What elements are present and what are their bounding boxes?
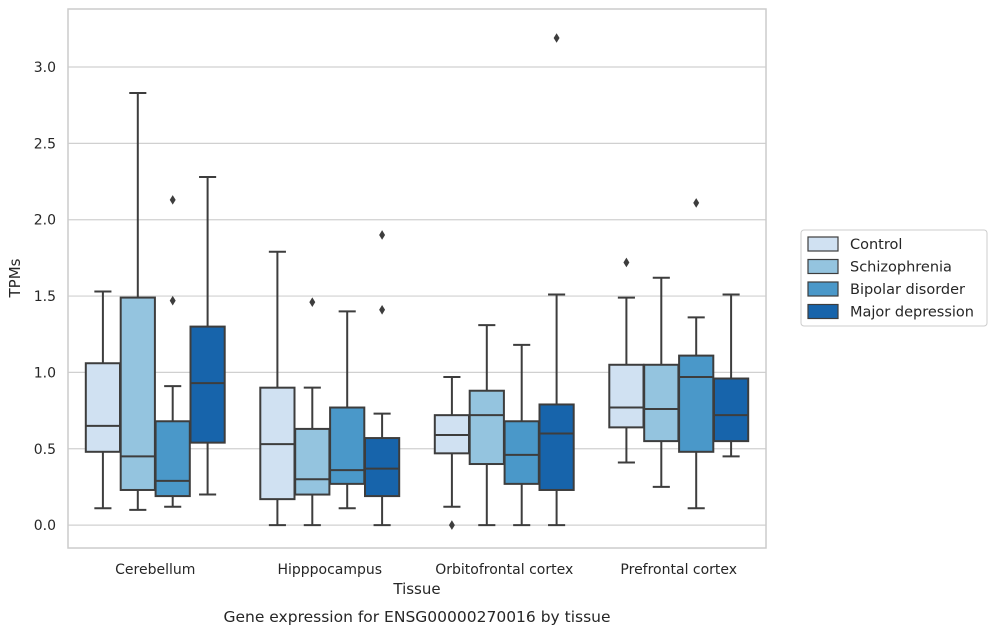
- x-tick-labels: Cerebellum Hipppocampus Orbitofrontal cort…: [115, 562, 737, 578]
- iqr-box: [119, 296, 156, 491]
- y-tick-label: 2.0: [34, 213, 56, 229]
- legend-swatch: [807, 303, 839, 320]
- legend-item: Bipolar disorder: [807, 281, 965, 298]
- y-tick-label: 0.0: [34, 518, 56, 534]
- iqr-box: [294, 427, 331, 496]
- y-tick-labels: 0.0 0.5 1.0 1.5 2.0 2.5 3.0: [34, 60, 56, 534]
- box-bipolar-disorder: [329, 310, 366, 510]
- box-schizophrenia: [119, 91, 156, 511]
- iqr-box: [189, 325, 226, 444]
- outlier-point: [448, 520, 455, 530]
- box-control: [84, 290, 122, 510]
- legend-label: Major depression: [850, 305, 974, 321]
- iqr-box: [154, 420, 191, 498]
- outlier-point: [553, 33, 560, 43]
- outlier-point: [379, 305, 386, 315]
- box-major-depression: [189, 175, 226, 496]
- outlier-point: [169, 295, 176, 306]
- iqr-box: [329, 406, 366, 485]
- plot-frame: [67, 8, 767, 549]
- y-tick-label: 1.0: [34, 365, 56, 381]
- x-axis-label: Tissue: [392, 580, 440, 598]
- x-tick-label: Hipppocampus: [277, 562, 382, 578]
- box-bipolar-disorder: [678, 198, 715, 510]
- box-schizophrenia: [468, 324, 505, 527]
- box-schizophrenia: [643, 276, 680, 488]
- legend-item: Major depression: [807, 303, 974, 321]
- y-tick-label: 1.5: [34, 289, 56, 305]
- x-tick-label: Orbitofrontal cortex: [435, 562, 573, 578]
- box-bipolar-disorder: [503, 343, 540, 527]
- outlier-point: [623, 257, 630, 268]
- legend-swatch: [807, 258, 839, 275]
- y-axis-label: TPMs: [6, 258, 24, 298]
- iqr-box: [468, 389, 505, 466]
- box-major-depression: [712, 293, 750, 458]
- iqr-box: [503, 420, 540, 485]
- outlier-point: [693, 198, 700, 208]
- legend: Control Schizophrenia Bipolar disorder Majo…: [800, 229, 988, 327]
- box-control: [608, 257, 645, 464]
- outlier-point: [379, 230, 386, 240]
- iqr-box: [363, 437, 401, 498]
- iqr-box: [608, 363, 645, 429]
- chart-caption: Gene expression for ENSG00000270016 by t…: [223, 608, 610, 626]
- x-tick-label: Cerebellum: [115, 562, 195, 578]
- iqr-box: [643, 363, 680, 443]
- legend-label: Schizophrenia: [850, 260, 952, 276]
- legend-frame: [800, 229, 988, 327]
- outlier-point: [169, 195, 176, 205]
- y-tick-label: 0.5: [34, 442, 56, 458]
- y-tick-label: 3.0: [34, 60, 56, 76]
- box-schizophrenia: [294, 297, 331, 527]
- box-series: [84, 33, 750, 530]
- y-tick-label: 2.5: [34, 136, 56, 152]
- x-tick-label: Prefrontal cortex: [620, 562, 737, 578]
- box-major-depression: [363, 230, 401, 527]
- legend-swatch: [807, 281, 839, 297]
- legend-label: Control: [850, 237, 902, 253]
- box-control: [433, 375, 471, 530]
- legend-swatch: [807, 236, 839, 252]
- legend-label: Bipolar disorder: [850, 282, 965, 298]
- legend-item: Control: [807, 236, 902, 253]
- box-control: [259, 250, 296, 527]
- outlier-point: [309, 297, 316, 307]
- iqr-box: [712, 377, 750, 443]
- iqr-box: [538, 403, 575, 491]
- box-bipolar-disorder: [154, 195, 191, 508]
- box-major-depression: [538, 33, 575, 527]
- iqr-box: [678, 354, 715, 453]
- legend-item: Schizophrenia: [807, 258, 952, 276]
- iqr-box: [84, 362, 122, 453]
